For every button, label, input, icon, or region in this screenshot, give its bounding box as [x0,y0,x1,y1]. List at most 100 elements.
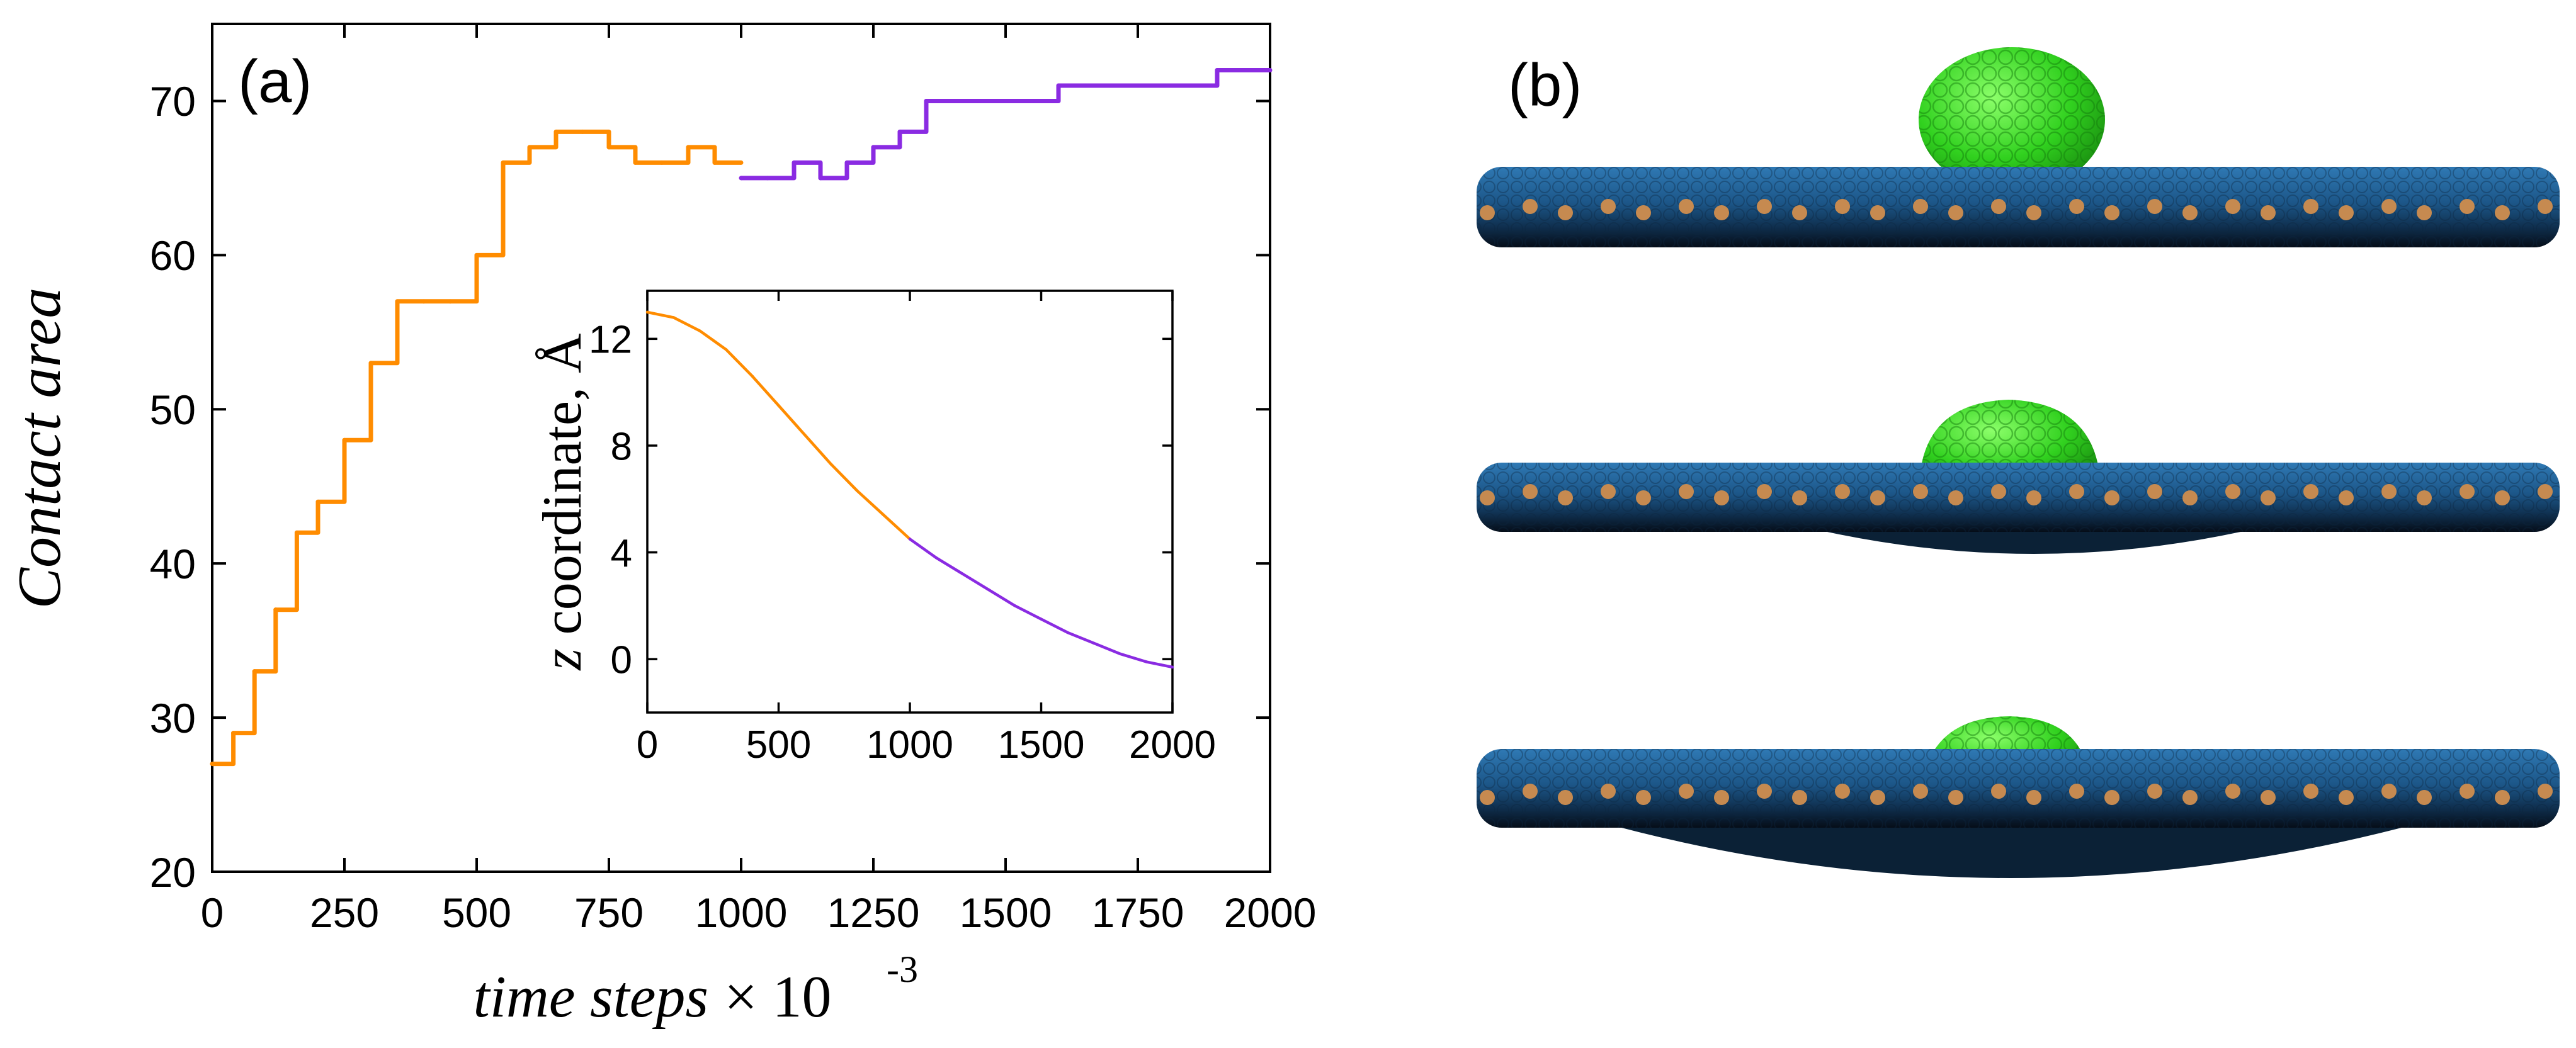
carbon-atom [1679,199,1694,214]
carbon-atom [1601,484,1616,499]
tube-1-texture [1477,167,2560,247]
data-point [527,145,532,150]
carbon-atom [2339,490,2354,505]
y-tick-label: 4 [611,532,632,575]
data-point [977,98,982,103]
carbon-atom [1835,484,1850,499]
carbon-atom [2381,199,2397,214]
carbon-atom [2460,484,2475,499]
carbon-atom [1913,784,1928,799]
y-tick-label: 70 [150,78,196,125]
inset-y-ticks: 0 4 8 12 [589,318,1172,682]
data-point [606,145,611,150]
y-tick-label: 50 [150,386,196,433]
data-point [1215,67,1220,72]
data-point [342,437,347,442]
carbon-atom [1991,484,2006,499]
carbon-atom [1948,790,1963,805]
carbon-atom [2182,205,2198,220]
carbon-atom [1558,205,1573,220]
carbon-atom [1636,205,1651,220]
snapshot-3 [1477,716,2560,878]
data-point [474,252,479,257]
main-x-axis-multiplier: × 10 [724,964,832,1030]
data-point [1145,660,1148,663]
main-y-axis-label: Contact area [6,288,74,609]
carbon-atom [1792,490,1807,505]
carbon-atom [2495,205,2510,220]
data-point [633,160,638,165]
data-point [924,98,929,103]
y-tick-label: 40 [150,541,196,587]
y-tick-label: 60 [150,232,196,279]
x-tick-label: 500 [442,889,511,936]
data-point [448,299,453,304]
data-point [856,489,859,493]
inset-background [647,291,1172,713]
carbon-atom [2026,790,2041,805]
atom-row-3 [1480,784,2553,805]
y-tick-label: 0 [611,639,632,682]
carbon-atom [2147,484,2162,499]
carbon-atom [2460,784,2475,799]
data-point [698,329,701,332]
atom-row-1 [1480,199,2553,220]
data-point [231,731,236,736]
data-point [1118,652,1121,655]
carbon-atom [2182,490,2198,505]
data-point [724,348,728,351]
data-point [1013,604,1017,607]
carbon-atom [1601,784,1616,799]
carbon-atom [1523,199,1538,214]
data-point [1003,98,1008,103]
carbon-atom [1870,205,1885,220]
carbon-atom [1757,784,1772,799]
data-point [712,160,717,165]
carbon-atom [2303,484,2318,499]
carbon-atom [2225,784,2240,799]
x-tick-label: 2000 [1224,889,1317,936]
carbon-atom [2225,484,2240,499]
data-point [686,145,691,150]
carbon-atom [2261,490,2276,505]
carbon-atom [1714,790,1729,805]
carbon-atom [1523,484,1538,499]
carbon-atom [1757,199,1772,214]
panel-b-label: (b) [1508,52,1582,119]
carbon-atom [2147,784,2162,799]
y-tick-label: 12 [589,318,632,362]
carbon-atom [2381,784,2397,799]
data-point [368,361,373,366]
carbon-atom [2069,784,2084,799]
carbon-atom [1835,784,1850,799]
data-point [829,463,833,466]
carbon-atom [1913,199,1928,214]
carbon-atom [2182,790,2198,805]
x-tick-label: 750 [574,889,644,936]
inset-series [645,310,1174,669]
carbon-atom [2026,490,2041,505]
droplet-1-texture [1919,47,2105,192]
carbon-atom [1679,484,1694,499]
carbon-atom [2069,199,2084,214]
inset-y-axis-variable: z [532,648,593,670]
carbon-atom [1714,490,1729,505]
data-point [934,556,938,560]
inset-y-axis-text: coordinate, Å [532,333,593,634]
data-point [395,299,400,304]
carbon-atom [2417,490,2432,505]
tube-3-bulge [1587,818,2437,878]
carbon-atom [1870,790,1885,805]
data-point [501,160,506,165]
carbon-atom [2538,784,2553,799]
panel-b: (b) [1477,47,2560,878]
carbon-atom [2417,205,2432,220]
data-point [1162,83,1167,88]
data-point [1056,83,1061,88]
carbon-atom [1870,490,1885,505]
carbon-atom [2495,490,2510,505]
carbon-atom [1636,490,1651,505]
data-point [792,160,797,165]
